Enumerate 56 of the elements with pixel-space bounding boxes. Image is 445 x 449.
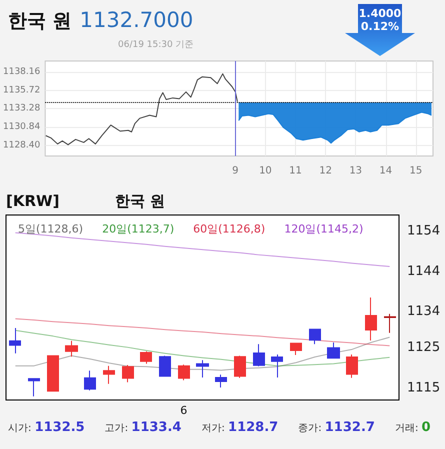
text: 60일(1126,8) — [193, 222, 266, 236]
candlestick — [327, 342, 340, 359]
candlestick — [290, 342, 302, 356]
candlestick — [9, 328, 21, 354]
x-tick-label: 9 — [232, 166, 239, 176]
x-tick-label: 13 — [349, 166, 362, 176]
text: 20일(1123,7) — [102, 222, 174, 236]
y-tick-label: 1130.84 — [3, 122, 40, 132]
candlestick — [84, 370, 96, 391]
candlestick — [253, 344, 265, 367]
candlestick — [234, 355, 246, 378]
text: 종가: 1132.7 — [298, 420, 375, 435]
x-tick-label: 11 — [289, 166, 302, 176]
candlestick — [103, 365, 115, 384]
candlestick — [47, 355, 59, 392]
candlestick — [271, 354, 283, 378]
text: 시가: 1132.5 — [8, 420, 85, 435]
x-tick-label: 10 — [259, 166, 272, 176]
text: 거래: 0 — [394, 420, 431, 435]
candlestick — [65, 340, 78, 358]
y-tick-label: 1135.72 — [3, 85, 40, 96]
y-tick-label: 1154 — [407, 224, 440, 239]
series-label: 120일(1145,2) — [284, 222, 364, 236]
candlestick — [140, 350, 152, 364]
text: 저가: 1128.7 — [201, 420, 278, 435]
y-tick-label: 1144 — [407, 264, 440, 279]
chart-subtitle: 한국 원 — [115, 192, 166, 211]
text: 06/19 15:30 기준 — [118, 39, 194, 51]
candlestick — [309, 328, 321, 345]
chart-title: [KRW] — [6, 192, 60, 210]
candlestick — [122, 364, 134, 383]
x-tick-label: 15 — [409, 166, 422, 176]
text: 고가: 1133.4 — [104, 420, 182, 435]
candlestick — [196, 360, 209, 378]
y-tick-label: 1115 — [407, 380, 440, 396]
chart-title: 한국 원 — [8, 10, 72, 32]
y-tick-label: 1133.28 — [3, 104, 40, 114]
text: 1.4000 — [358, 7, 402, 20]
y-tick-label: 1125 — [407, 340, 440, 356]
candlestick — [215, 374, 227, 388]
x-tick-label: 6 — [180, 404, 188, 417]
candlestick — [346, 354, 358, 378]
candlestick — [384, 313, 396, 334]
x-tick-label: 14 — [379, 166, 392, 176]
y-tick-label: 1138.16 — [3, 66, 40, 77]
text: 0.12% — [360, 20, 400, 33]
line-series — [45, 73, 238, 146]
x-tick-label: 12 — [319, 166, 332, 176]
chart-subtitle: 1132.7000 — [80, 8, 194, 32]
candlestick — [159, 355, 171, 377]
candlestick — [178, 364, 190, 381]
candlestick — [365, 296, 377, 341]
y-tick-label: 1134 — [407, 304, 440, 320]
y-tick-label: 1128.40 — [3, 140, 40, 150]
text: 5일(1128,6) — [18, 222, 84, 236]
candlestick — [28, 378, 40, 397]
